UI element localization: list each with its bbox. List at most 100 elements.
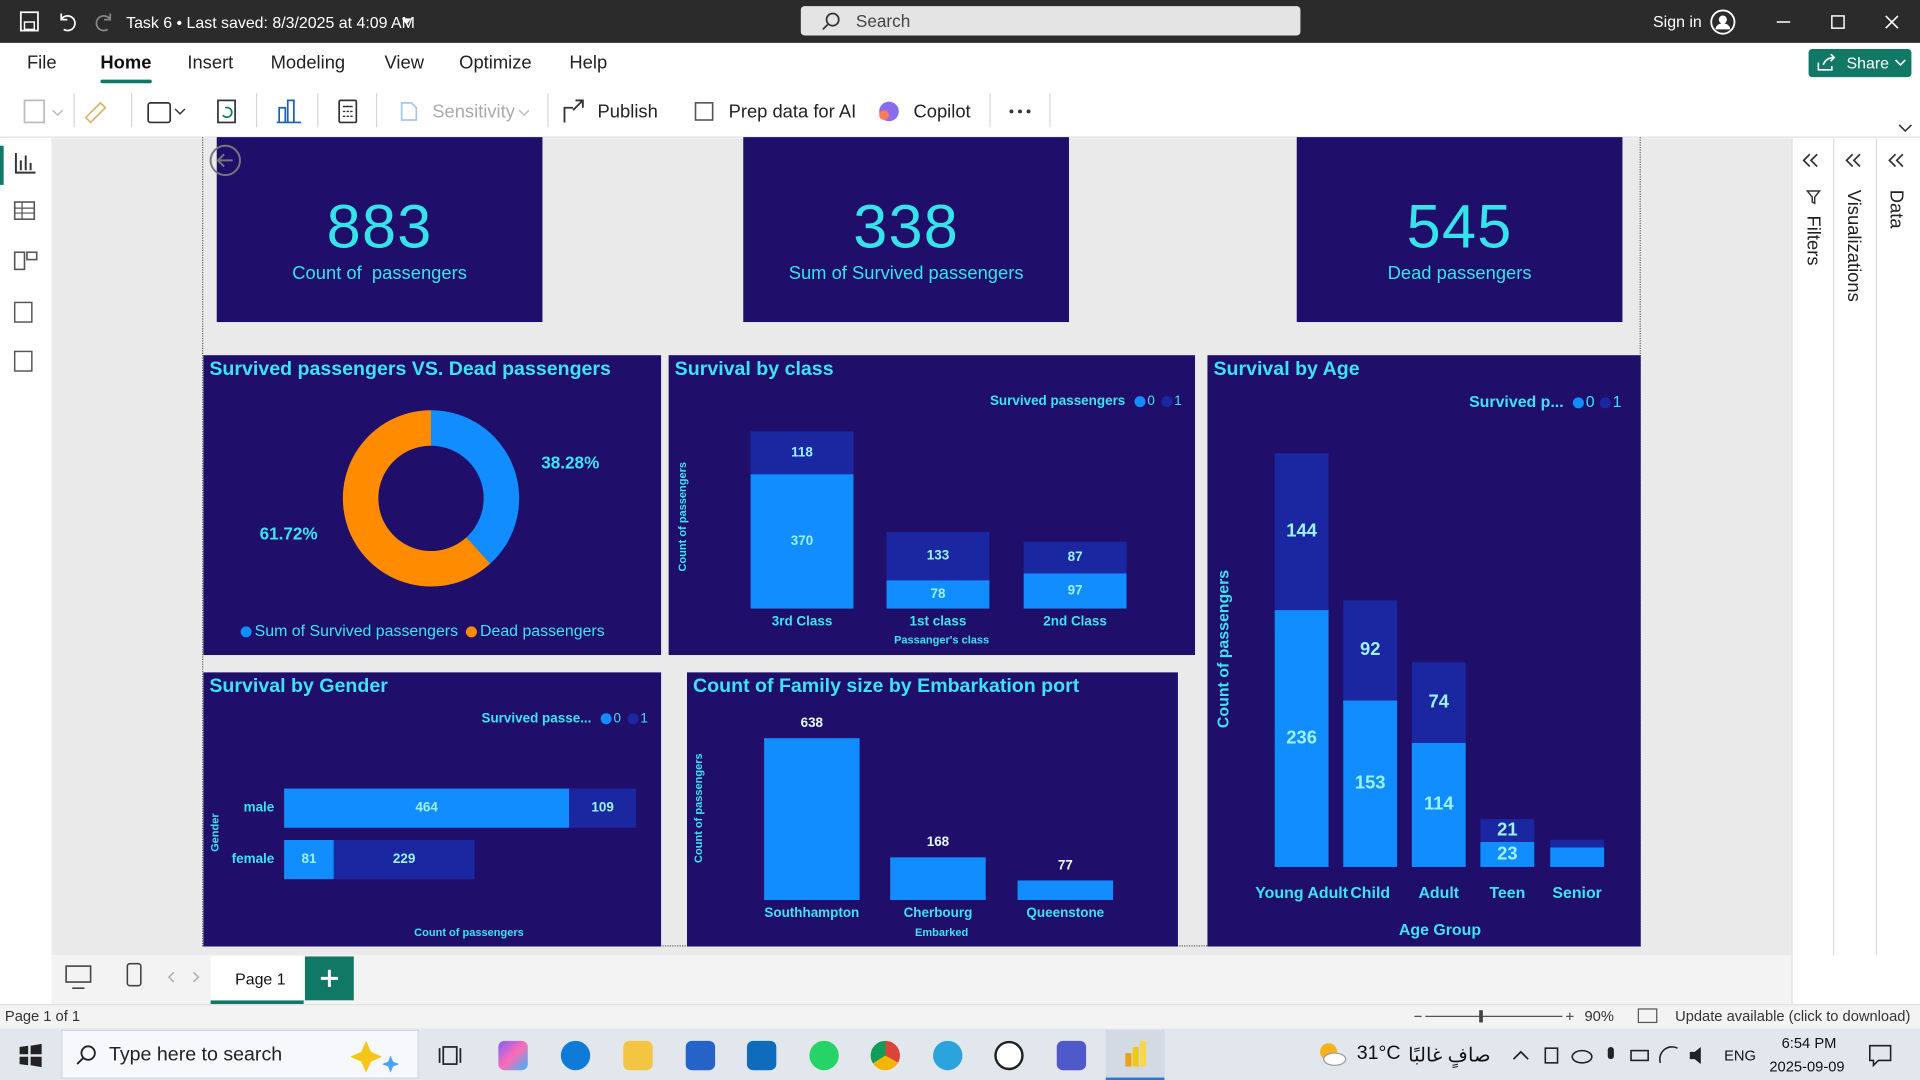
tray-expand[interactable] xyxy=(1512,1050,1529,1060)
app-icon[interactable] xyxy=(560,1040,591,1071)
tray-icon[interactable] xyxy=(1544,1047,1559,1064)
paste-icon[interactable] xyxy=(23,99,45,124)
notifications[interactable] xyxy=(1867,1043,1894,1068)
visual[interactable]: Survived passengers VS. Dead passengers 3… xyxy=(203,355,662,656)
report-view[interactable] xyxy=(14,153,36,174)
data-pane[interactable]: Data xyxy=(1885,189,1907,229)
new-visual-icon[interactable] xyxy=(276,99,302,124)
bar-segment xyxy=(284,788,570,828)
microphone[interactable] xyxy=(1607,1046,1614,1060)
network[interactable] xyxy=(1659,1046,1678,1064)
menu-item[interactable]: View xyxy=(384,52,424,74)
clock-time[interactable]: 6:54 PM xyxy=(1781,1034,1837,1052)
close[interactable] xyxy=(1885,15,1899,29)
calculation-icon[interactable] xyxy=(338,99,358,124)
kpi-card[interactable]: 338 Sum of Survived passengers xyxy=(743,137,1069,323)
visual[interactable]: Survival by Age Young Adult 236 144 Child 153… xyxy=(1207,355,1641,947)
menu-item[interactable]: File xyxy=(26,52,57,74)
more-dot[interactable] xyxy=(1009,109,1014,114)
search-box[interactable]: Search xyxy=(800,6,1301,36)
app-icon[interactable] xyxy=(1056,1040,1087,1071)
expand-visualizations[interactable] xyxy=(1845,153,1861,168)
sensitivity-icon xyxy=(400,102,418,121)
app-icon[interactable] xyxy=(870,1040,900,1071)
taskbar-search[interactable]: Type here to search xyxy=(61,1029,419,1079)
app-icon[interactable] xyxy=(809,1040,839,1071)
publish-button[interactable]: Publish xyxy=(597,101,658,123)
prep-data-button[interactable]: Prep data for AI xyxy=(728,101,857,123)
share-button[interactable]: Share xyxy=(1808,48,1912,78)
task-view[interactable] xyxy=(437,1041,466,1070)
app-icon[interactable] xyxy=(623,1040,653,1071)
save-icon[interactable] xyxy=(19,11,39,32)
visual[interactable]: Count of Family size by Embarkation port… xyxy=(686,672,1178,947)
undo-icon[interactable] xyxy=(60,13,76,32)
legend-marker xyxy=(600,713,612,725)
weather-text[interactable]: صافٍ غالبًا xyxy=(1408,1045,1491,1067)
desktop-layout[interactable] xyxy=(65,965,92,983)
title-dropdown[interactable] xyxy=(400,17,412,27)
update-notice[interactable]: Update available (click to download) xyxy=(1675,1007,1911,1025)
page-tab[interactable]: Page 1 xyxy=(210,956,304,1005)
dax-view[interactable] xyxy=(13,301,33,323)
menu-item[interactable]: Optimize xyxy=(459,52,532,74)
bar-segment xyxy=(750,474,854,609)
active-app[interactable] xyxy=(1105,1029,1165,1080)
model-view[interactable] xyxy=(13,251,26,271)
battery[interactable] xyxy=(1630,1049,1649,1062)
kpi-card[interactable]: 545 Dead passengers xyxy=(1296,137,1623,323)
menu-item[interactable]: Modeling xyxy=(270,52,346,74)
input-language[interactable]: ENG xyxy=(1724,1046,1756,1065)
app-icon[interactable] xyxy=(933,1040,963,1071)
app-icon[interactable] xyxy=(994,1040,1024,1071)
clock-date[interactable]: 2025-09-09 xyxy=(1769,1057,1845,1076)
app-icon[interactable] xyxy=(746,1040,777,1071)
menu-item[interactable]: Insert xyxy=(187,52,234,74)
page-scroll[interactable] xyxy=(167,971,200,983)
expand-data[interactable] xyxy=(1888,153,1904,168)
x-axis-title: Embarked xyxy=(915,927,968,939)
onedrive[interactable] xyxy=(1571,1049,1593,1064)
back-button[interactable] xyxy=(208,143,242,177)
app-icon[interactable] xyxy=(498,1040,528,1071)
visualizations-pane[interactable]: Visualizations xyxy=(1842,189,1864,302)
temperature[interactable]: 31°C xyxy=(1356,1043,1401,1065)
data-label: 92 xyxy=(1360,638,1380,659)
document-title[interactable]: Task 6 • Last saved: 8/3/2025 at 4:09 AM xyxy=(126,13,415,32)
mobile-layout[interactable] xyxy=(126,962,142,987)
x-tick-label: Adult xyxy=(1418,885,1459,902)
legend-label: Sum of Survived passengers xyxy=(255,623,458,640)
ribbon-collapse[interactable] xyxy=(1898,124,1912,133)
zoom-slider[interactable] xyxy=(1411,1007,1578,1027)
more-dot[interactable] xyxy=(1018,109,1022,114)
refresh-arrow xyxy=(222,106,233,119)
menu-item[interactable]: Home xyxy=(100,52,152,74)
sign-in[interactable]: Sign in xyxy=(1653,12,1702,31)
visual[interactable]: Survival by class 3rd Class 370 118 1st clas… xyxy=(668,355,1196,656)
volume[interactable] xyxy=(1689,1046,1701,1065)
format-painter[interactable] xyxy=(84,101,107,124)
filters-pane[interactable]: Filters xyxy=(1802,215,1824,266)
more-dot[interactable] xyxy=(1026,109,1031,114)
fit-page[interactable] xyxy=(1637,1008,1659,1025)
back-arrow xyxy=(216,153,233,168)
visual[interactable]: Survival by Gender male 464 109 female 81 229 C… xyxy=(203,672,662,947)
menu-item[interactable]: Help xyxy=(569,52,608,74)
account-icon[interactable] xyxy=(1709,9,1736,36)
window-controls xyxy=(1776,15,1899,29)
copilot-button[interactable]: Copilot xyxy=(913,101,971,123)
expand-filters[interactable] xyxy=(1802,153,1818,168)
kpi-card[interactable]: 883 Count of passengers xyxy=(216,137,543,323)
tmdl-view[interactable] xyxy=(13,350,33,372)
table-view[interactable] xyxy=(13,201,36,220)
data-label: 81 xyxy=(301,851,316,866)
refresh-icon[interactable] xyxy=(217,99,236,124)
start-button[interactable] xyxy=(18,1043,42,1068)
get-data-icon[interactable] xyxy=(147,102,172,124)
redo-icon[interactable] xyxy=(95,13,112,32)
app-icon[interactable] xyxy=(685,1040,716,1071)
maximize[interactable] xyxy=(1831,15,1845,29)
data-label: 168 xyxy=(927,834,950,849)
add-page-button[interactable] xyxy=(304,956,354,1001)
weather-icon[interactable] xyxy=(1316,1041,1350,1068)
